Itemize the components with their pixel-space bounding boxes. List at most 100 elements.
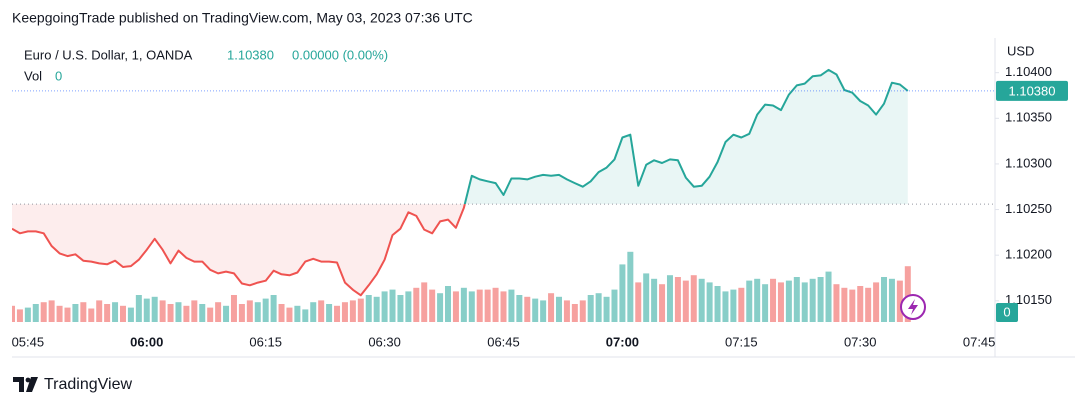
volume-bar (635, 282, 642, 322)
volume-bar (825, 271, 832, 322)
volume-bar (849, 289, 856, 322)
change: 0.00000 (0.00%) (292, 47, 388, 62)
volume-bar (24, 307, 31, 322)
volume-box-label: 0 (1003, 304, 1010, 319)
volume-bar (476, 289, 483, 322)
volume-bar (56, 305, 63, 322)
volume-bar (334, 305, 341, 322)
volume-bar (167, 304, 174, 322)
volume-bar (262, 298, 269, 322)
volume-bar (484, 289, 491, 322)
price-line-up (463, 68, 909, 205)
volume-bar (524, 296, 531, 322)
logo-text: TradingView (44, 376, 132, 393)
volume-bar (326, 304, 333, 322)
last-value: 1.10380 (227, 47, 274, 62)
volume-bar (12, 305, 15, 322)
volume-bar (48, 300, 55, 322)
volume-bar (516, 295, 523, 322)
volume-bar (207, 307, 214, 322)
y-tick-label: 1.10350 (1005, 110, 1052, 125)
logo-dot (25, 377, 31, 383)
volume-bar (468, 291, 475, 322)
volume-bar (223, 305, 230, 322)
volume-bar (674, 277, 681, 322)
volume-bar (508, 289, 515, 322)
y-tick-label: 1.10200 (1005, 247, 1052, 262)
volume-bar (500, 291, 507, 322)
volume-bar (706, 282, 713, 322)
volume-bar (215, 302, 222, 322)
volume-bar (801, 282, 808, 322)
alert-icon[interactable] (900, 294, 926, 320)
volume-bar (183, 305, 190, 322)
volume-bar (278, 304, 285, 322)
axes: 1.101501.102001.102501.103001.103501.104… (995, 64, 1068, 322)
volume-bar (365, 295, 372, 322)
volume-bar (603, 296, 610, 322)
time-axis: 05:45 06:00 06:15 06:30 06:45 07:00 07:15 07:30… (12, 334, 995, 349)
x-tick-label: 06:45 (487, 334, 520, 349)
volume-title: Vol (24, 68, 42, 83)
volume-bar (452, 291, 459, 322)
volume-bar (833, 284, 840, 322)
volume-bar (460, 287, 467, 322)
volume-bar (357, 298, 364, 322)
volume-bar (619, 264, 626, 322)
volume-bar (777, 282, 784, 322)
legend: Euro / U.S. Dollar, 1, OANDA 1.10380 0.0… (24, 47, 388, 83)
logo-slash (26, 377, 38, 392)
volume-bar (246, 300, 253, 322)
volume-bar (857, 286, 864, 322)
logo-mark (13, 377, 24, 392)
x-tick-label: 05:45 (12, 334, 45, 349)
publish-header: KeepgoingTrade published on TradingView.… (12, 10, 473, 26)
volume-bar (445, 286, 452, 322)
volume-bar (611, 289, 618, 322)
area-down (12, 204, 908, 296)
volume-bar (793, 277, 800, 322)
volume-bar (595, 293, 602, 322)
volume-bar (88, 308, 95, 322)
volume-bar (666, 275, 673, 322)
volume-bar (555, 296, 562, 322)
volume-bar (143, 298, 150, 322)
volume-bar (881, 277, 888, 322)
volume-bar (175, 302, 182, 322)
volume-bar (785, 280, 792, 322)
volume-bar (135, 295, 142, 322)
volume-bar (888, 278, 895, 322)
volume-bar (40, 302, 47, 322)
volume-bar (389, 289, 396, 322)
volume-bar (286, 307, 293, 322)
volume-bar (119, 305, 126, 322)
x-tick-label: 07:00 (606, 334, 639, 349)
volume-bar (579, 300, 586, 322)
volume-bar (682, 280, 689, 322)
volume-bar (492, 287, 499, 322)
volume-bar (627, 251, 634, 322)
volume-bar (16, 309, 23, 322)
volume-bar (873, 282, 880, 322)
volume-bar (421, 282, 428, 322)
volume-bar (302, 309, 309, 322)
volume-bar (532, 298, 539, 322)
volume-box (996, 303, 1018, 322)
y-tick-label: 1.10250 (1005, 201, 1052, 216)
volume-bar (770, 278, 777, 322)
volume-bar (643, 273, 650, 322)
volume-bar (571, 304, 578, 322)
volume-bar (104, 304, 111, 322)
alert-bolt[interactable] (908, 299, 918, 315)
logo: TradingView (13, 376, 132, 393)
volume-bar (191, 300, 198, 322)
volume-bar (238, 304, 245, 322)
x-tick-label: 07:15 (725, 334, 758, 349)
volume-bar (865, 287, 872, 322)
x-tick-label: 07:30 (844, 334, 877, 349)
volume-bar (754, 278, 761, 322)
volume-bar (738, 287, 745, 322)
volume-bar (112, 302, 119, 322)
